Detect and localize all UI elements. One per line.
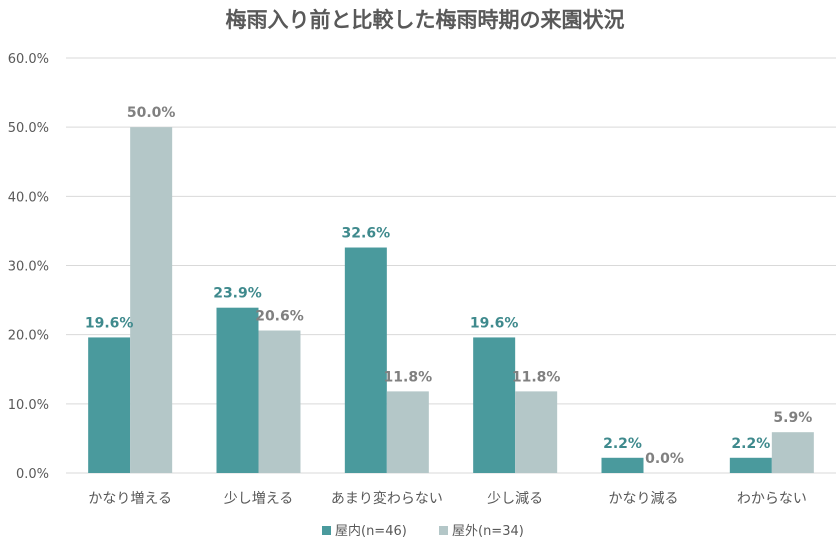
data-label: 23.9%	[213, 286, 262, 302]
y-tick-label: 30.0%	[8, 260, 49, 275]
legend-label-outdoor: 屋外(n=34)	[452, 524, 524, 539]
bar-indoor	[216, 307, 259, 473]
gridlines	[66, 57, 836, 474]
data-label: 19.6%	[85, 315, 134, 331]
x-tick-label: かなり減る	[609, 490, 679, 507]
data-labels: 19.6% 50.0% 23.9% 20.6% 32.6% 11.8% 19.6% 11.8%…	[85, 105, 812, 467]
data-label: 2.2%	[603, 436, 642, 452]
data-label: 11.8%	[384, 369, 433, 385]
bar-indoor	[88, 337, 131, 473]
chart-title: 梅雨入り前と比較した梅雨時期の来園状況	[226, 8, 625, 32]
y-tick-label: 40.0%	[8, 190, 49, 205]
legend-swatch-indoor	[322, 526, 331, 535]
y-tick-label: 10.0%	[8, 398, 49, 413]
data-label: 20.6%	[255, 309, 304, 325]
y-axis-ticks: 0.0% 10.0% 20.0% 30.0% 40.0% 50.0% 60.0%	[8, 52, 49, 482]
data-label: 19.6%	[470, 315, 519, 331]
data-label: 50.0%	[127, 105, 176, 121]
y-tick-label: 60.0%	[8, 52, 49, 67]
legend-swatch-outdoor	[439, 526, 448, 535]
bar-indoor	[473, 337, 516, 473]
x-tick-label: わからない	[737, 491, 807, 507]
bar-outdoor	[386, 391, 429, 473]
y-tick-label: 0.0%	[16, 467, 49, 482]
y-tick-label: 20.0%	[8, 329, 49, 344]
bar-outdoor	[130, 127, 173, 474]
x-tick-label: 少し減る	[487, 490, 543, 507]
y-tick-label: 50.0%	[8, 121, 49, 136]
x-tick-label: かなり増える	[88, 491, 172, 507]
bar-outdoor	[771, 432, 814, 473]
bar-indoor	[729, 457, 772, 473]
bars	[88, 127, 814, 474]
bar-indoor	[601, 457, 644, 473]
bar-outdoor	[515, 391, 558, 473]
data-label: 0.0%	[645, 451, 684, 467]
legend-label-indoor: 屋内(n=46)	[335, 523, 407, 539]
bar-indoor	[344, 247, 387, 473]
data-label: 11.8%	[512, 369, 561, 385]
data-label: 32.6%	[342, 226, 391, 242]
legend: 屋内(n=46) 屋外(n=34)	[322, 523, 524, 539]
data-label: 5.9%	[773, 410, 812, 426]
x-tick-label: あまり変わらない	[331, 490, 443, 507]
x-tick-label: 少し増える	[224, 491, 294, 507]
bar-outdoor	[258, 330, 301, 473]
data-label: 2.2%	[731, 436, 770, 452]
x-axis-ticks: かなり増える 少し増える あまり変わらない 少し減る かなり減る わからない	[88, 490, 806, 507]
